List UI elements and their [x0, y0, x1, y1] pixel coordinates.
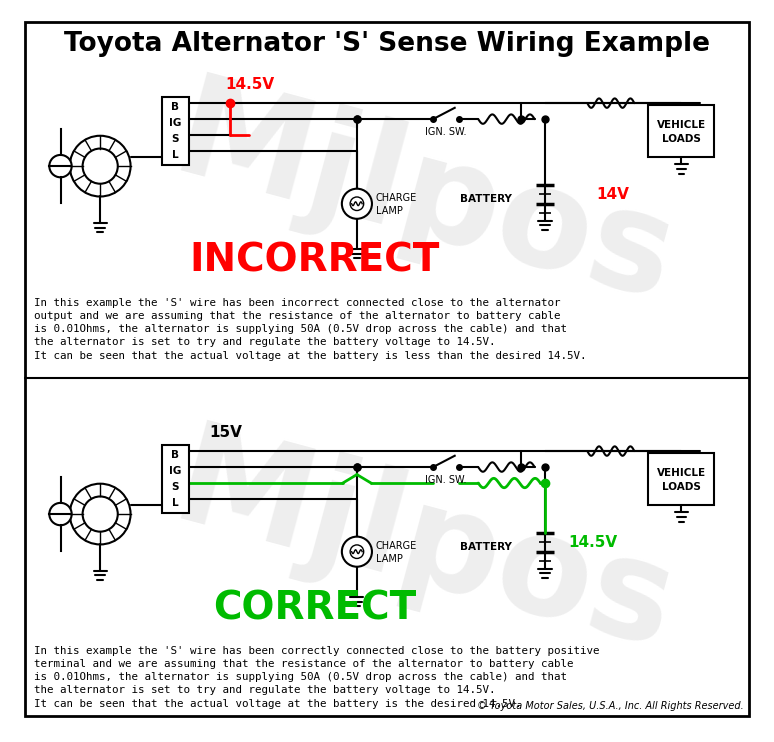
Text: In this example the 'S' wire has been incorrect connected close to the alternato: In this example the 'S' wire has been in…: [34, 298, 587, 361]
Circle shape: [83, 148, 118, 184]
Text: IGN. SW.: IGN. SW.: [426, 475, 467, 485]
Circle shape: [342, 188, 372, 219]
Text: S: S: [172, 482, 179, 492]
Circle shape: [350, 197, 364, 211]
Text: © Toyota Motor Sales, U.S.A., Inc. All Rights Reserved.: © Toyota Motor Sales, U.S.A., Inc. All R…: [477, 700, 743, 711]
Bar: [649, 453, 714, 505]
Text: L: L: [172, 498, 179, 508]
Circle shape: [70, 136, 131, 197]
Text: LAMP: LAMP: [375, 554, 402, 564]
Text: LOADS: LOADS: [662, 482, 700, 491]
Text: In this example the 'S' wire has been correctly connected close to the battery p: In this example the 'S' wire has been co…: [34, 646, 600, 709]
Text: CORRECT: CORRECT: [213, 589, 416, 627]
Text: Mjlpos: Mjlpos: [159, 416, 687, 679]
Text: IGN. SW.: IGN. SW.: [426, 128, 467, 137]
Text: VEHICLE: VEHICLE: [657, 119, 706, 130]
Text: 14.5V: 14.5V: [225, 77, 274, 92]
Text: Toyota Alternator 'S' Sense Wiring Example: Toyota Alternator 'S' Sense Wiring Examp…: [64, 31, 710, 57]
Text: Mjlpos: Mjlpos: [159, 68, 687, 331]
Text: INCORRECT: INCORRECT: [190, 241, 440, 279]
Text: CHARGE: CHARGE: [375, 193, 417, 203]
Text: IG: IG: [170, 118, 182, 128]
Text: 14.5V: 14.5V: [568, 535, 618, 550]
Text: LOADS: LOADS: [662, 134, 700, 144]
Text: 14V: 14V: [597, 187, 629, 202]
Text: 15V: 15V: [209, 424, 241, 440]
Circle shape: [350, 545, 364, 559]
Text: B: B: [171, 450, 180, 460]
Text: VEHICLE: VEHICLE: [657, 467, 706, 478]
Bar: [649, 105, 714, 157]
Text: BATTERY: BATTERY: [461, 542, 512, 552]
Text: B: B: [171, 102, 180, 112]
Text: BATTERY: BATTERY: [461, 194, 512, 204]
Circle shape: [70, 484, 131, 545]
Text: S: S: [172, 134, 179, 144]
Circle shape: [50, 155, 72, 177]
Circle shape: [50, 503, 72, 525]
Text: LAMP: LAMP: [375, 206, 402, 216]
Text: L: L: [172, 150, 179, 160]
Bar: [163, 97, 189, 165]
Bar: [163, 445, 189, 513]
Circle shape: [342, 536, 372, 567]
Text: CHARGE: CHARGE: [375, 541, 417, 551]
Circle shape: [83, 496, 118, 532]
Text: IG: IG: [170, 466, 182, 476]
